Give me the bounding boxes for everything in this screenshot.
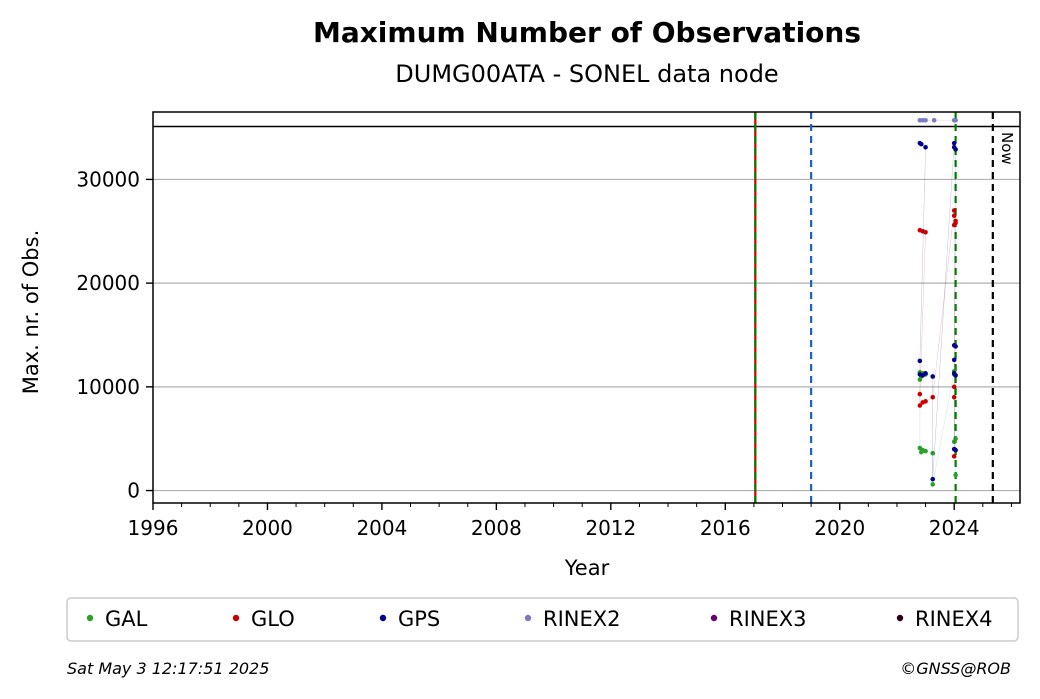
y-tick-label: 0 (127, 479, 140, 503)
data-point-glo (951, 384, 957, 390)
legend-marker-gal (86, 614, 94, 622)
footer-copyright: ©GNSS@ROB (900, 659, 1011, 678)
legend-marker-gps (379, 614, 387, 622)
legend-label-gal: GAL (105, 607, 148, 631)
legend-label-rinex4: RINEX4 (915, 607, 993, 631)
x-axis-ticks: 1996 2000 2004 2008 2012 2016 2020 2024 (128, 503, 1012, 540)
legend-label-rinex2: RINEX2 (543, 607, 621, 631)
data-point-gps (917, 358, 923, 364)
x-tick-label: 2024 (929, 516, 980, 540)
y-tick-label: 30000 (76, 167, 140, 191)
grid-lines (153, 125, 1020, 492)
y-axis-ticks: 0 10000 20000 30000 (76, 167, 153, 503)
legend-marker-rinex4 (896, 614, 904, 622)
data-point-glo (951, 454, 957, 459)
data-point-gps (953, 344, 958, 349)
x-tick-label: 2008 (471, 516, 522, 540)
data-point-glo (917, 403, 923, 408)
x-tick-label: 2016 (700, 516, 751, 540)
y-axis-label: Max. nr. of Obs. (19, 230, 43, 395)
data-point-gps (918, 141, 924, 147)
data-point-gps (953, 447, 958, 453)
y-tick-label: 20000 (76, 271, 140, 295)
data-points (917, 117, 958, 487)
legend-marker-rinex3 (710, 614, 718, 622)
data-point-glo (951, 394, 957, 400)
data-point-gal (930, 482, 936, 487)
data-point-gps (923, 144, 928, 150)
vertical-markers: Now (754, 112, 1016, 503)
legend: GAL GLO GPS RINEX2 RINEX3 RINEX4 (66, 597, 1019, 642)
data-point-glo (951, 213, 957, 219)
y-tick-label: 10000 (76, 375, 140, 399)
data-point-gal (953, 472, 958, 478)
x-tick-label: 2012 (585, 516, 636, 540)
data-point-gal (917, 377, 923, 382)
data-point-glo (951, 208, 957, 213)
legend-marker-glo (232, 614, 240, 622)
data-point-gps (951, 357, 957, 363)
data-point-gps (953, 147, 958, 152)
legend-label-glo: GLO (251, 607, 295, 631)
data-point-gps (953, 373, 958, 378)
data-point-rinex2 (931, 117, 937, 123)
data-point-gps (930, 476, 936, 482)
data-point-gal (930, 450, 936, 456)
legend-box (66, 597, 1019, 642)
data-point-glo (917, 391, 923, 397)
data-point-gps (930, 374, 936, 379)
legend-marker-rinex2 (524, 614, 532, 622)
data-point-glo (923, 230, 928, 235)
footer-timestamp: Sat May 3 12:17:51 2025 (67, 659, 269, 678)
x-tick-label: 1996 (128, 516, 179, 540)
series-line-gal (919, 371, 956, 485)
series-line-gps (919, 142, 956, 480)
data-point-gps (923, 371, 928, 376)
chart-subtitle: DUMG00ATA - SONEL data node (395, 60, 778, 88)
data-point-rinex2 (953, 117, 958, 123)
plot-frame (152, 111, 1021, 504)
data-point-gps (951, 140, 957, 146)
chart-title: Maximum Number of Observations (313, 16, 861, 49)
data-point-gal (923, 448, 928, 454)
data-point-gal (953, 436, 958, 441)
now-label: Now (998, 132, 1016, 165)
legend-label-rinex3: RINEX3 (729, 607, 807, 631)
x-axis-label: Year (564, 556, 610, 580)
legend-label-gps: GPS (398, 607, 440, 631)
x-tick-label: 2000 (242, 516, 293, 540)
data-point-glo (923, 399, 928, 404)
x-tick-label: 2020 (814, 516, 865, 540)
series-line-glo (919, 210, 956, 457)
data-point-glo (930, 394, 936, 400)
data-point-rinex2 (923, 117, 928, 123)
x-tick-label: 2004 (356, 516, 407, 540)
data-point-glo (953, 220, 958, 226)
